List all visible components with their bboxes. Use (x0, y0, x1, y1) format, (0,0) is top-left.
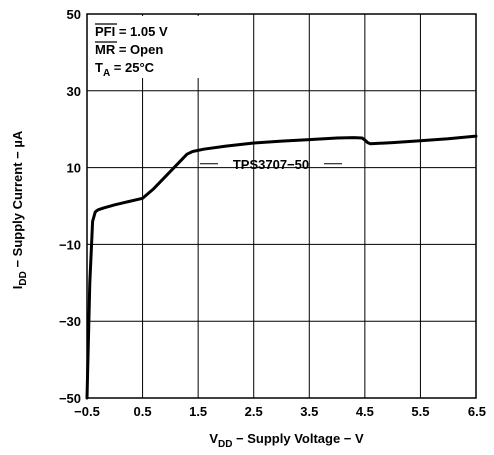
ylabel-rest: − Supply Current − µA (10, 130, 25, 271)
ta-main: T (95, 60, 103, 75)
condition-pfi: PFI = 1.05 V (95, 24, 168, 39)
ylabel-sub: DD (18, 271, 29, 285)
y-axis-title: IDD − Supply Current − µA (10, 130, 29, 289)
x-tick-label: 5.5 (411, 404, 429, 419)
y-tick-label: 30 (67, 84, 81, 99)
ylabel-main: I (10, 286, 25, 290)
xlabel-main: V (209, 431, 218, 446)
y-tick-label: 10 (67, 161, 81, 176)
x-tick-label: 6.5 (468, 404, 486, 419)
x-tick-label: 2.5 (245, 404, 263, 419)
series-line-tps3707-50 (85, 134, 478, 400)
xlabel-rest: − Supply Voltage − V (232, 431, 364, 446)
x-tick-label: −0.5 (74, 404, 100, 419)
plot-frame (86, 13, 477, 399)
x-tick-label: 4.5 (356, 404, 374, 419)
y-tick-label: −10 (59, 237, 81, 252)
series-label: TPS3707−50 (233, 157, 309, 172)
condition-mr: MR = Open (95, 42, 163, 57)
ta-sub: A (103, 68, 110, 79)
x-axis-title: VDD − Supply Voltage − V (209, 431, 364, 450)
x-tick-label: 1.5 (189, 404, 207, 419)
y-tick-label: −30 (59, 314, 81, 329)
y-tick-labels: −50 −30 −10 10 30 50 (59, 7, 81, 406)
y-tick-label: 50 (67, 7, 81, 22)
condition-ta: TA = 25°C (95, 60, 155, 79)
x-tick-labels: −0.5 0.5 1.5 2.5 3.5 4.5 5.5 6.5 (74, 404, 486, 419)
xlabel-sub: DD (218, 439, 232, 450)
conditions-box (89, 16, 207, 78)
y-tick-label: −50 (59, 391, 81, 406)
x-tick-label: 3.5 (300, 404, 318, 419)
ta-rest: = 25°C (110, 60, 154, 75)
x-tick-label: 0.5 (134, 404, 152, 419)
